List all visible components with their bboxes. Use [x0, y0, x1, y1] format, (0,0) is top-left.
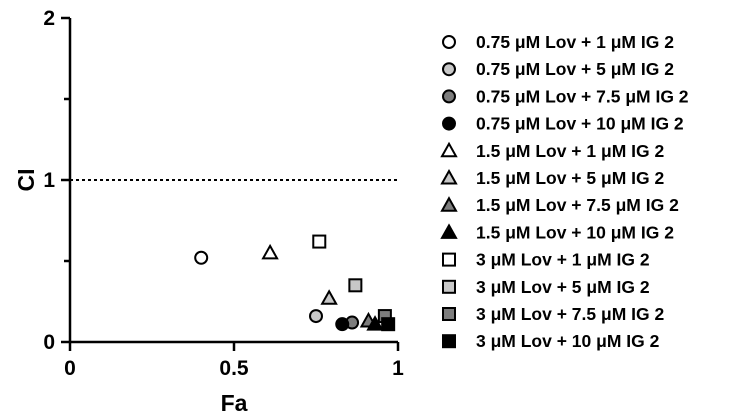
- y-tick-label: 1: [43, 169, 55, 192]
- triangle-point-5: [261, 243, 279, 260]
- legend-marker-8: [440, 223, 458, 239]
- legend-label-8: 1.5 μM Lov + 10 μM IG 2: [476, 222, 674, 242]
- legend-label-6: 1.5 μM Lov + 5 μM IG 2: [476, 168, 664, 188]
- y-axis-title: CI: [13, 169, 39, 192]
- legend-label-12: 3 μM Lov + 10 μM IG 2: [476, 331, 660, 351]
- legend-marker-11: [442, 307, 456, 321]
- ticks: 0 1 2 0 0.5 1: [43, 7, 404, 380]
- legend-marker-1: [442, 35, 456, 49]
- legend-marker-10: [442, 279, 456, 294]
- circle-point-2: [309, 309, 323, 324]
- legend-label-2: 0.75 μM Lov + 5 μM IG 2: [476, 59, 674, 79]
- circle-point-4: [335, 317, 350, 332]
- x-tick-label: 1: [392, 357, 404, 380]
- triangle-point-6: [320, 289, 338, 305]
- legend-label-5: 1.5 μM Lov + 1 μM IG 2: [476, 141, 664, 161]
- legend-label-3: 0.75 μM Lov + 7.5 μM IG 2: [476, 86, 689, 106]
- legend: 0.75 μM Lov + 1 μM IG 2 0.75 μM Lov + 5 μ…: [440, 32, 689, 351]
- legend-label-10: 3 μM Lov + 5 μM IG 2: [476, 277, 650, 297]
- data-points: [194, 234, 396, 332]
- x-axis-title: Fa: [221, 390, 248, 416]
- y-tick-label: 0: [43, 331, 55, 354]
- x-tick-label: 0: [64, 357, 76, 380]
- legend-marker-6: [440, 168, 458, 185]
- legend-label-11: 3 μM Lov + 7.5 μM IG 2: [476, 304, 664, 324]
- legend-marker-2: [442, 62, 456, 77]
- legend-marker-3: [442, 89, 456, 104]
- legend-marker-12: [442, 334, 456, 349]
- circle-point-1: [194, 250, 209, 265]
- square-point-12: [381, 317, 396, 332]
- legend-marker-7: [440, 196, 458, 212]
- square-point-10: [348, 278, 363, 293]
- triangle-point-8: [366, 315, 384, 331]
- x-tick-label: 0.5: [219, 357, 249, 380]
- legend-marker-5: [440, 141, 458, 158]
- legend-label-1: 0.75 μM Lov + 1 μM IG 2: [476, 32, 674, 52]
- square-point-9: [312, 234, 327, 249]
- y-tick-label: 2: [43, 7, 55, 30]
- legend-marker-9: [442, 252, 456, 267]
- legend-label-7: 1.5 μM Lov + 7.5 μM IG 2: [476, 195, 679, 215]
- legend-label-4: 0.75 μM Lov + 10 μM IG 2: [476, 114, 684, 134]
- legend-marker-4: [442, 116, 456, 131]
- legend-label-9: 3 μM Lov + 1 μM IG 2: [476, 250, 650, 270]
